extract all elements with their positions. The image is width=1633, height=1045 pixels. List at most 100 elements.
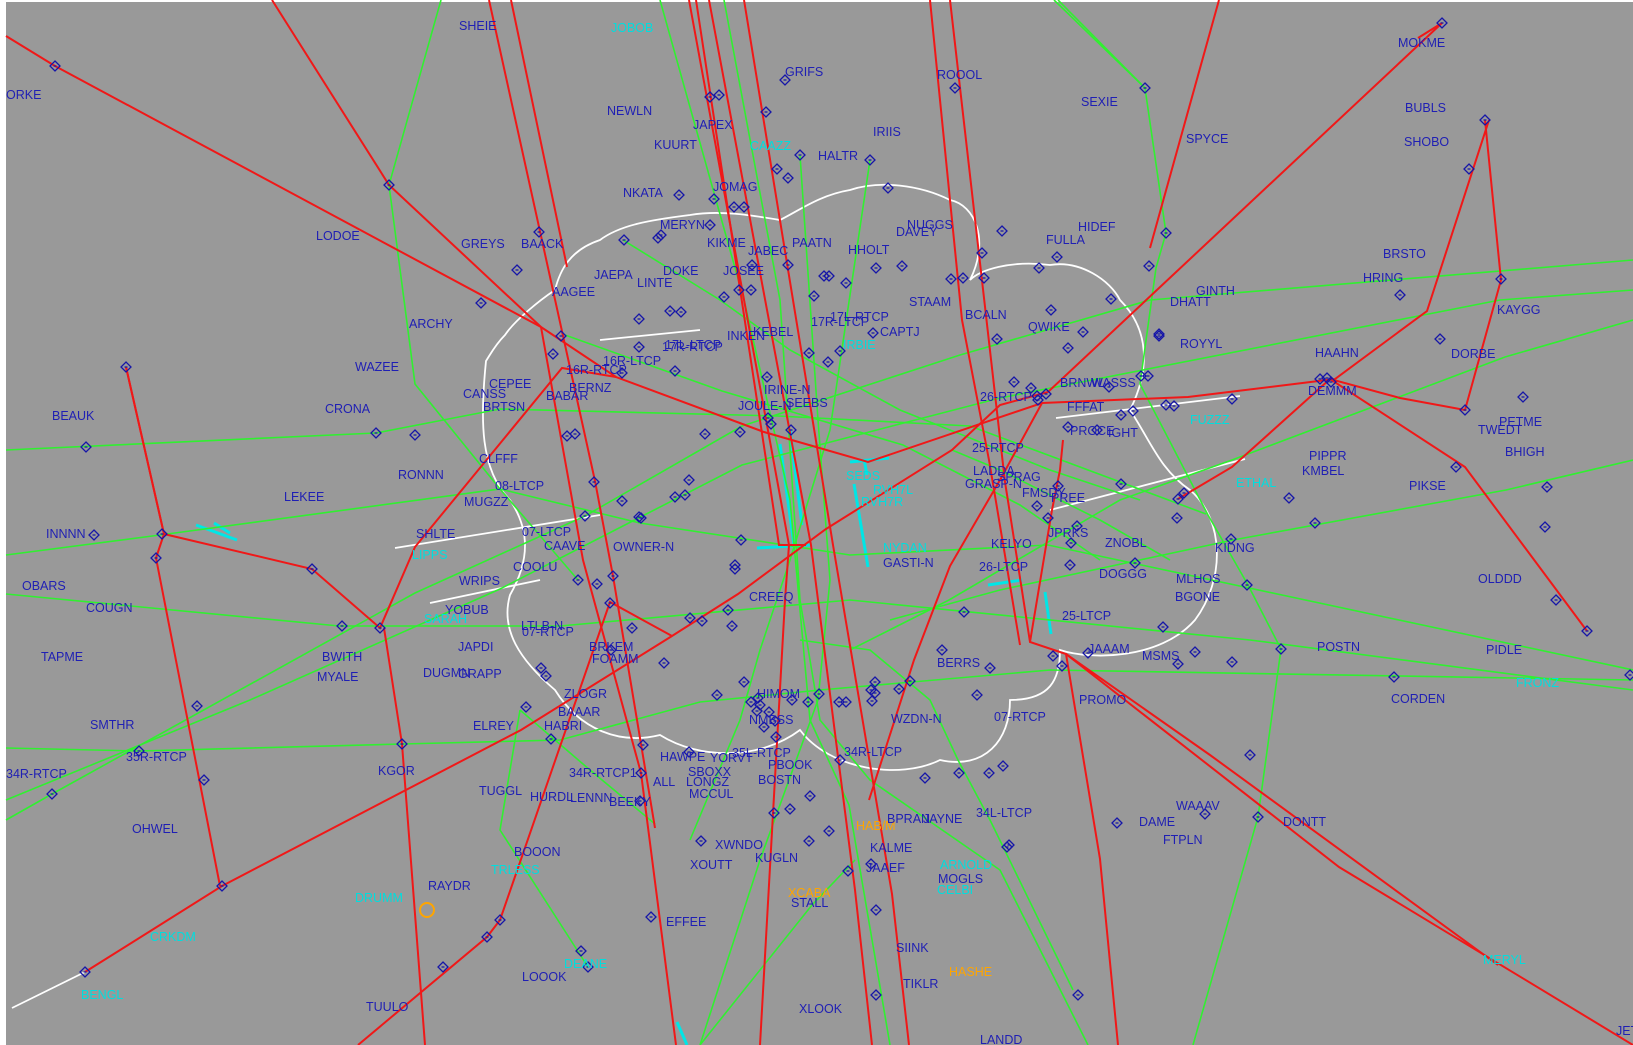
fix-marker[interactable]	[711, 689, 723, 701]
hazard-marker[interactable]	[419, 902, 435, 918]
fix-marker[interactable]	[768, 807, 780, 819]
fix-marker[interactable]	[588, 476, 600, 488]
fix-marker[interactable]	[1091, 424, 1103, 436]
fix-marker[interactable]	[1025, 382, 1037, 394]
fix-marker[interactable]	[729, 563, 741, 575]
fix-marker[interactable]	[842, 865, 854, 877]
fix-marker[interactable]	[1045, 304, 1057, 316]
fix-marker[interactable]	[896, 260, 908, 272]
fix-marker[interactable]	[760, 106, 772, 118]
fix-marker[interactable]	[1241, 579, 1253, 591]
fix-marker[interactable]	[1033, 262, 1045, 274]
fix-marker[interactable]	[769, 715, 781, 727]
fix-marker[interactable]	[754, 699, 766, 711]
fix-marker[interactable]	[785, 424, 797, 436]
fix-marker[interactable]	[1077, 326, 1089, 338]
fix-marker[interactable]	[1139, 82, 1151, 94]
fix-marker[interactable]	[870, 262, 882, 274]
fix-marker[interactable]	[738, 676, 750, 688]
fix-marker[interactable]	[870, 904, 882, 916]
fix-marker[interactable]	[813, 688, 825, 700]
fix-marker[interactable]	[919, 772, 931, 784]
fix-marker[interactable]	[675, 306, 687, 318]
fix-marker[interactable]	[808, 290, 820, 302]
fix-marker[interactable]	[547, 348, 559, 360]
fix-marker[interactable]	[1111, 817, 1123, 829]
fix-marker[interactable]	[786, 694, 798, 706]
fix-marker[interactable]	[762, 412, 774, 424]
fix-marker[interactable]	[904, 675, 916, 687]
fix-marker[interactable]	[1051, 251, 1063, 263]
fix-marker[interactable]	[823, 270, 835, 282]
fix-marker[interactable]	[958, 606, 970, 618]
fix-marker[interactable]	[864, 154, 876, 166]
fix-marker[interactable]	[1047, 650, 1059, 662]
fix-marker[interactable]	[370, 427, 382, 439]
fix-marker[interactable]	[1072, 989, 1084, 1001]
fix-marker[interactable]	[555, 330, 567, 342]
fix-marker[interactable]	[735, 534, 747, 546]
fix-marker[interactable]	[957, 272, 969, 284]
fix-marker[interactable]	[46, 788, 58, 800]
fix-marker[interactable]	[738, 201, 750, 213]
fix-marker[interactable]	[664, 305, 676, 317]
fix-marker[interactable]	[1541, 481, 1553, 493]
fix-marker[interactable]	[699, 428, 711, 440]
fix-marker[interactable]	[983, 767, 995, 779]
fix-marker[interactable]	[782, 172, 794, 184]
fix-marker[interactable]	[1517, 391, 1529, 403]
fix-marker[interactable]	[840, 696, 852, 708]
fix-marker[interactable]	[1127, 405, 1139, 417]
fix-marker[interactable]	[1479, 114, 1491, 126]
fix-marker[interactable]	[1153, 330, 1165, 342]
fix-marker[interactable]	[1436, 17, 1448, 29]
fix-marker[interactable]	[971, 689, 983, 701]
fix-marker[interactable]	[840, 277, 852, 289]
fix-marker[interactable]	[374, 622, 386, 634]
fix-marker[interactable]	[1581, 625, 1593, 637]
fix-marker[interactable]	[882, 182, 894, 194]
fix-marker[interactable]	[1225, 533, 1237, 545]
fix-marker[interactable]	[533, 226, 545, 238]
fix-marker[interactable]	[1001, 841, 1013, 853]
fix-marker[interactable]	[520, 701, 532, 713]
fix-marker[interactable]	[156, 528, 168, 540]
fix-marker[interactable]	[633, 341, 645, 353]
fix-marker[interactable]	[635, 767, 647, 779]
fix-marker[interactable]	[822, 356, 834, 368]
fix-marker[interactable]	[673, 189, 685, 201]
fix-marker[interactable]	[1244, 749, 1256, 761]
fix-marker[interactable]	[761, 371, 773, 383]
fix-marker[interactable]	[604, 597, 616, 609]
fix-marker[interactable]	[1160, 399, 1172, 411]
fix-marker[interactable]	[1031, 390, 1043, 402]
fix-marker[interactable]	[1103, 381, 1115, 393]
fix-marker[interactable]	[1082, 647, 1094, 659]
fix-marker[interactable]	[511, 264, 523, 276]
fix-marker[interactable]	[634, 795, 646, 807]
fix-marker[interactable]	[869, 687, 881, 699]
fix-marker[interactable]	[569, 428, 581, 440]
fix-marker[interactable]	[1031, 500, 1043, 512]
fix-marker[interactable]	[80, 441, 92, 453]
fix-marker[interactable]	[633, 313, 645, 325]
fix-marker[interactable]	[984, 662, 996, 674]
fix-marker[interactable]	[728, 201, 740, 213]
fix-marker[interactable]	[475, 297, 487, 309]
fix-marker[interactable]	[718, 291, 730, 303]
fix-marker[interactable]	[481, 931, 493, 943]
fix-marker[interactable]	[306, 563, 318, 575]
fix-marker[interactable]	[540, 670, 552, 682]
fix-marker[interactable]	[1157, 621, 1169, 633]
fix-marker[interactable]	[745, 696, 757, 708]
fix-marker[interactable]	[1539, 521, 1551, 533]
fix-marker[interactable]	[713, 89, 725, 101]
fix-marker[interactable]	[696, 615, 708, 627]
fix-marker[interactable]	[803, 347, 815, 359]
fix-marker[interactable]	[695, 835, 707, 847]
fix-marker[interactable]	[616, 495, 628, 507]
fix-marker[interactable]	[579, 510, 591, 522]
fix-marker[interactable]	[618, 234, 630, 246]
fix-marker[interactable]	[1321, 372, 1333, 384]
